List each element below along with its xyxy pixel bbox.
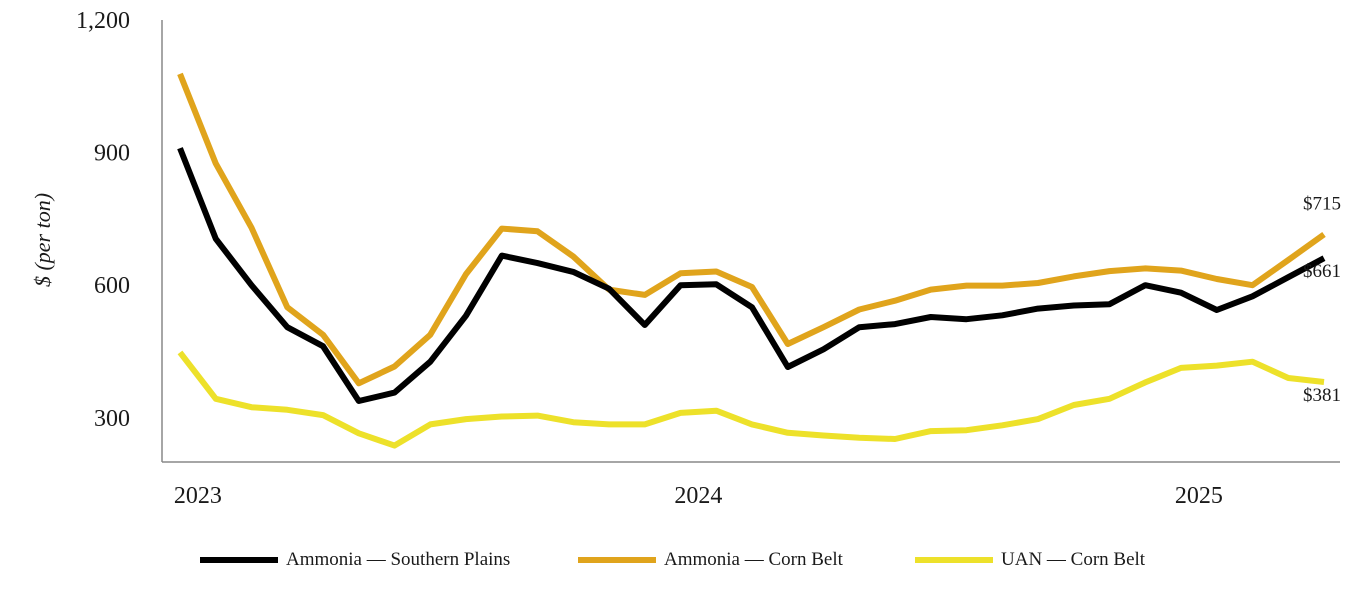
y-tick-label: 600 bbox=[94, 273, 130, 299]
y-axis-label: $ (per ton) bbox=[30, 193, 55, 287]
end-value-label: $661 bbox=[1303, 261, 1341, 282]
legend-swatch bbox=[578, 557, 656, 563]
y-tick-label: 1,200 bbox=[76, 8, 130, 34]
legend-label: UAN — Corn Belt bbox=[1001, 549, 1146, 570]
y-tick-label: 900 bbox=[94, 141, 130, 167]
legend-item: UAN — Corn Belt bbox=[915, 545, 1145, 575]
chart-axes bbox=[161, 20, 1340, 463]
series-lines bbox=[177, 72, 1326, 449]
legend-label: Ammonia — Corn Belt bbox=[664, 549, 843, 570]
legend-item: Ammonia — Corn Belt bbox=[578, 545, 843, 575]
legend-item: Ammonia — Southern Plains bbox=[200, 545, 510, 575]
x-tick-label: 2025 bbox=[1175, 483, 1223, 509]
legend-swatch bbox=[200, 557, 278, 563]
series-line-1 bbox=[177, 72, 1326, 387]
x-tick-labels: 2023 2024 2025 bbox=[174, 483, 1223, 509]
x-tick-label: 2023 bbox=[174, 483, 222, 509]
y-tick-labels: 300 600 900 1,200 bbox=[76, 8, 130, 432]
end-value-label: $715 bbox=[1303, 193, 1341, 214]
series-line-0 bbox=[177, 147, 1326, 404]
series-end-labels: $661 $715 $381 bbox=[1303, 193, 1341, 406]
legend-label: Ammonia — Southern Plains bbox=[286, 549, 511, 570]
chart-legend: Ammonia — Southern Plains Ammonia — Corn … bbox=[0, 545, 1362, 575]
x-tick-label: 2024 bbox=[674, 483, 722, 509]
legend-swatch bbox=[915, 557, 993, 563]
end-value-label: $381 bbox=[1303, 385, 1341, 406]
y-tick-label: 300 bbox=[94, 406, 130, 432]
series-line-2 bbox=[177, 350, 1325, 449]
